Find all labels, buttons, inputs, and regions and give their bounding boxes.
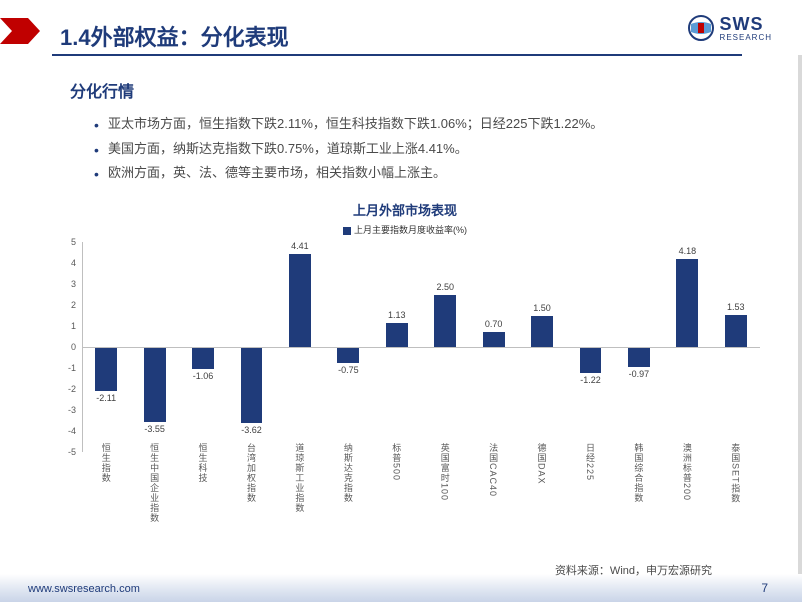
- y-tick-label: 4: [71, 258, 76, 268]
- category-label: 日经225: [584, 443, 597, 481]
- y-axis: -5-4-3-2-1012345: [60, 242, 80, 452]
- category-label: 韩国综合指数: [632, 443, 645, 503]
- page-title: 1.4外部权益：分化表现: [60, 20, 289, 52]
- chevron-icon: [0, 18, 42, 44]
- category-label: 道琼斯工业指数: [293, 443, 306, 513]
- slide-header: 1.4外部权益：分化表现 SWS RESEARCH: [0, 0, 802, 60]
- category-label: 标普500: [390, 443, 403, 481]
- category-label: 法国CAC40: [487, 443, 500, 497]
- bar: [676, 259, 698, 347]
- logo-subtext: RESEARCH: [720, 33, 772, 42]
- footer-page-number: 7: [761, 581, 768, 595]
- bar: [192, 347, 214, 369]
- y-tick-label: -2: [68, 384, 76, 394]
- category-label: 恒生中国企业指数: [148, 443, 161, 523]
- bar: [144, 347, 166, 422]
- bar-value-label: -0.75: [338, 365, 359, 375]
- title-underline: [52, 54, 742, 56]
- bar: [434, 295, 456, 348]
- y-tick-label: -5: [68, 447, 76, 457]
- bar-value-label: -0.97: [629, 369, 650, 379]
- category-label: 德国DAX: [536, 443, 549, 485]
- bar-value-label: 0.70: [485, 319, 503, 329]
- bar: [483, 332, 505, 347]
- bar-value-label: 4.41: [291, 241, 309, 251]
- y-tick-label: -1: [68, 363, 76, 373]
- bullet-item: 美国方面，纳斯达克指数下跌0.75%，道琼斯工业上涨4.41%。: [94, 137, 750, 162]
- chart-title: 上月外部市场表现: [50, 200, 760, 219]
- bar-value-label: 1.53: [727, 302, 745, 312]
- y-tick-label: -3: [68, 405, 76, 415]
- category-label: 泰国SET指数: [729, 443, 742, 504]
- logo-icon: [687, 14, 715, 42]
- bar-value-label: -1.06: [193, 371, 214, 381]
- y-tick-label: 1: [71, 321, 76, 331]
- category-label: 恒生科技: [197, 443, 210, 483]
- logo-text: SWS: [720, 15, 772, 33]
- slide-footer: www.swsresearch.com 资料来源：Wind，申万宏源研究 7: [0, 562, 802, 602]
- bar: [289, 254, 311, 347]
- bar-value-label: 1.13: [388, 310, 406, 320]
- footer-url: www.swsresearch.com: [28, 583, 140, 595]
- chart-container: 上月外部市场表现 上月主要指数月度收益率(%) -5 -4 -3 -2 -1 0 1 2 3 4 5…: [50, 200, 760, 530]
- bullet-item: 亚太市场方面，恒生指数下跌2.11%，恒生科技指数下跌1.06%；日经225下跌…: [94, 112, 750, 137]
- y-tick-label: 0: [71, 342, 76, 352]
- category-label: 英国富时100: [439, 443, 452, 501]
- chart-legend: 上月主要指数月度收益率(%): [50, 223, 760, 236]
- bar: [580, 347, 602, 373]
- bar: [531, 316, 553, 348]
- brand-logo: SWS RESEARCH: [687, 14, 772, 42]
- bar-value-label: 2.50: [436, 282, 454, 292]
- category-label: 台湾加权指数: [245, 443, 258, 503]
- bar-value-label: 4.18: [679, 246, 697, 256]
- bar: [386, 323, 408, 347]
- bar-value-label: 1.50: [533, 303, 551, 313]
- bar: [95, 347, 117, 391]
- category-label: 恒生指数: [100, 443, 113, 483]
- bar-value-label: -3.62: [241, 425, 262, 435]
- bar: [628, 347, 650, 367]
- footer-source: 资料来源：Wind，申万宏源研究: [555, 562, 712, 578]
- legend-swatch: [343, 227, 351, 235]
- category-label: 纳斯达克指数: [342, 443, 355, 503]
- bar: [725, 315, 747, 347]
- bullet-item: 欧洲方面，英、法、德等主要市场，相关指数小幅上涨主。: [94, 161, 750, 186]
- bar-value-label: -3.55: [144, 424, 165, 434]
- bar-value-label: -1.22: [580, 375, 601, 385]
- y-tick-label: -4: [68, 426, 76, 436]
- zero-line: [82, 347, 760, 348]
- category-label: 澳洲标普200: [681, 443, 694, 501]
- y-tick-label: 2: [71, 300, 76, 310]
- bar-value-label: -2.11: [96, 393, 116, 403]
- y-tick-label: 5: [71, 237, 76, 247]
- bar: [337, 347, 359, 363]
- bullet-list: 亚太市场方面，恒生指数下跌2.11%，恒生科技指数下跌1.06%；日经225下跌…: [94, 112, 750, 186]
- legend-label: 上月主要指数月度收益率(%): [354, 225, 467, 235]
- right-edge-decoration: [798, 55, 802, 574]
- bar: [241, 347, 263, 423]
- content-region: 分化行情 亚太市场方面，恒生指数下跌2.11%，恒生科技指数下跌1.06%；日经…: [70, 78, 750, 186]
- section-subtitle: 分化行情: [70, 78, 750, 102]
- chart-plot: -5-4-3-2-1012345 -2.11恒生指数-3.55恒生中国企业指数-…: [60, 242, 760, 452]
- y-tick-label: 3: [71, 279, 76, 289]
